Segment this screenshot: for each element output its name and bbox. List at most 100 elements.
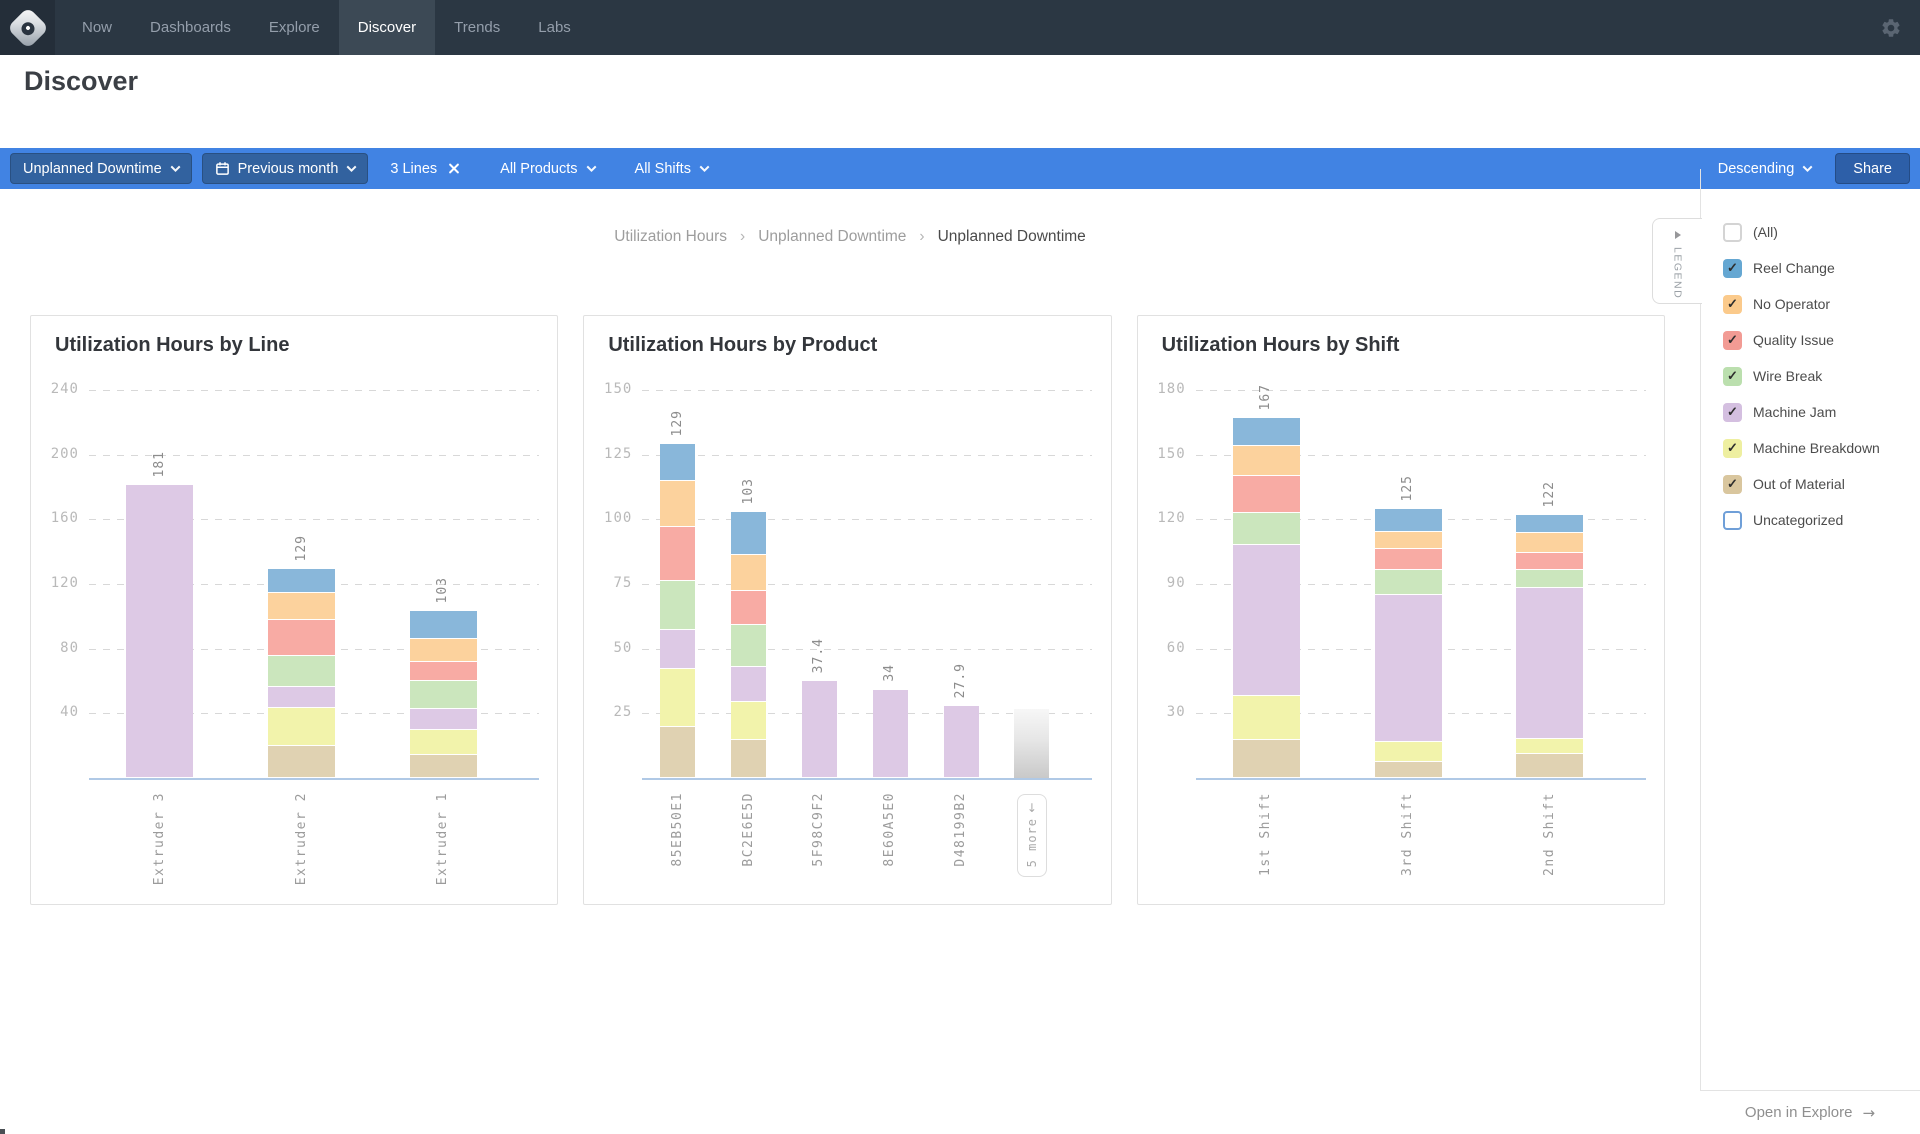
bar-segment-machine-breakdown[interactable] bbox=[1232, 696, 1300, 739]
bar-segment-machine-jam[interactable] bbox=[731, 667, 767, 702]
bar-segment-machine-breakdown[interactable] bbox=[268, 708, 335, 746]
legend-item-wire-break[interactable]: ✓ Wire Break bbox=[1723, 358, 1920, 394]
legend-item-out-of-material[interactable]: ✓ Out of Material bbox=[1723, 466, 1920, 502]
legend-item-machine-breakdown[interactable]: ✓ Machine Breakdown bbox=[1723, 430, 1920, 466]
bar-segment-machine-breakdown[interactable] bbox=[409, 730, 477, 754]
bar-segment-reel-change[interactable] bbox=[731, 511, 767, 555]
bar-segment-machine-breakdown[interactable] bbox=[660, 669, 696, 726]
bar-segment-reel-change[interactable] bbox=[409, 611, 477, 638]
bar-segment-out-of-material[interactable] bbox=[1232, 739, 1300, 777]
bar-segment-reel-change[interactable] bbox=[1374, 508, 1442, 531]
bar-segment-machine-jam[interactable] bbox=[126, 485, 194, 777]
bar-segment-no-operator[interactable] bbox=[731, 555, 767, 590]
date-range-dropdown[interactable]: Previous month bbox=[201, 153, 369, 184]
bar-segment-machine-jam[interactable] bbox=[943, 705, 979, 777]
lines-filter[interactable]: 3 Lines bbox=[390, 161, 460, 177]
page-title: Discover bbox=[24, 66, 139, 96]
show-more-button[interactable]: ↓ 5 more bbox=[1016, 794, 1047, 878]
bar-segment-machine-jam[interactable] bbox=[872, 690, 908, 777]
products-filter-dropdown[interactable]: All Products bbox=[500, 161, 596, 177]
share-button[interactable]: Share bbox=[1835, 153, 1910, 184]
more-products-bar[interactable] bbox=[1014, 709, 1050, 778]
legend-checkbox[interactable] bbox=[1723, 222, 1742, 242]
bar-segment-no-operator[interactable] bbox=[1374, 531, 1442, 548]
legend-checkbox[interactable]: ✓ bbox=[1723, 258, 1742, 278]
legend-checkbox[interactable]: ✓ bbox=[1723, 330, 1742, 350]
legend-checkbox[interactable] bbox=[1723, 510, 1742, 530]
chart-card-3: Utilization Hours by Shift 30 60 90 120 150 18… bbox=[1136, 315, 1665, 905]
bar-segment-no-operator[interactable] bbox=[409, 638, 477, 662]
sort-order-dropdown[interactable]: Descending bbox=[1718, 161, 1813, 177]
bar-segment-machine-jam[interactable] bbox=[268, 686, 335, 708]
bar-segment-machine-jam[interactable] bbox=[1232, 545, 1300, 696]
bar-segment-out-of-material[interactable] bbox=[409, 754, 477, 777]
bar-segment-no-operator[interactable] bbox=[1232, 446, 1300, 476]
bar-segment-quality-issue[interactable] bbox=[409, 662, 477, 680]
metric-dropdown[interactable]: Unplanned Downtime bbox=[10, 153, 192, 184]
bar-segment-out-of-material[interactable] bbox=[1374, 761, 1442, 777]
bar-segment-wire-break[interactable] bbox=[268, 656, 335, 686]
bar-segment-quality-issue[interactable] bbox=[1516, 552, 1584, 569]
y-gridline bbox=[1195, 454, 1646, 456]
breadcrumb-item[interactable]: Utilization Hours bbox=[614, 228, 728, 245]
bar-segment-out-of-material[interactable] bbox=[268, 746, 335, 777]
bar-segment-out-of-material[interactable] bbox=[660, 726, 696, 777]
legend-checkbox[interactable]: ✓ bbox=[1723, 294, 1742, 314]
bar-segment-machine-jam[interactable] bbox=[1374, 594, 1442, 741]
legend-item-uncategorized[interactable]: Uncategorized bbox=[1723, 502, 1920, 538]
bar-segment-machine-jam[interactable] bbox=[409, 709, 477, 730]
y-tick-label: 80 bbox=[60, 639, 79, 656]
bar-segment-no-operator[interactable] bbox=[1516, 533, 1584, 552]
legend-item-machine-jam[interactable]: ✓ Machine Jam bbox=[1723, 394, 1920, 430]
nav-item-now[interactable]: Now bbox=[82, 19, 113, 36]
legend-item-no-operator[interactable]: ✓ No Operator bbox=[1723, 286, 1920, 322]
bar-segment-quality-issue[interactable] bbox=[268, 620, 335, 656]
legend-checkbox[interactable]: ✓ bbox=[1723, 474, 1742, 494]
legend-checkbox[interactable]: ✓ bbox=[1723, 402, 1742, 422]
bar-segment-reel-change[interactable] bbox=[1516, 515, 1584, 533]
nav-item-explore[interactable]: Explore bbox=[268, 19, 320, 36]
x-category-label: 3rd Shift bbox=[1400, 792, 1416, 876]
breadcrumb-item[interactable]: Unplanned Downtime bbox=[758, 228, 907, 245]
app-logo[interactable] bbox=[0, 0, 55, 55]
legend-collapse-tab[interactable]: LEGEND bbox=[1652, 218, 1702, 304]
shifts-filter-dropdown[interactable]: All Shifts bbox=[635, 161, 710, 177]
legend-item-quality-issue[interactable]: ✓ Quality Issue bbox=[1723, 322, 1920, 358]
bar-segment-quality-issue[interactable] bbox=[1232, 476, 1300, 512]
remove-filter-icon[interactable] bbox=[447, 162, 460, 175]
bar-segment-reel-change[interactable] bbox=[660, 444, 696, 481]
nav-item-trends[interactable]: Trends bbox=[454, 19, 501, 36]
legend-item-all[interactable]: (All) bbox=[1723, 214, 1920, 250]
bar-segment-no-operator[interactable] bbox=[660, 481, 696, 526]
bar-segment-wire-break[interactable] bbox=[660, 581, 696, 630]
bar-segment-quality-issue[interactable] bbox=[660, 526, 696, 581]
legend-item-reel-change[interactable]: ✓ Reel Change bbox=[1723, 250, 1920, 286]
bar-segment-machine-breakdown[interactable] bbox=[1516, 738, 1584, 754]
bar-segment-quality-issue[interactable] bbox=[1374, 548, 1442, 570]
open-in-explore-button[interactable]: Open in Explore → bbox=[1744, 1103, 1876, 1122]
nav-item-labs[interactable]: Labs bbox=[538, 19, 571, 36]
settings-button[interactable] bbox=[1880, 0, 1920, 55]
bar-segment-machine-breakdown[interactable] bbox=[1374, 741, 1442, 761]
bar-segment-machine-jam[interactable] bbox=[1516, 587, 1584, 738]
legend-checkbox[interactable]: ✓ bbox=[1723, 366, 1742, 386]
nav-item-dashboards[interactable]: Dashboards bbox=[150, 19, 231, 36]
bar-segment-out-of-material[interactable] bbox=[731, 739, 767, 777]
bar-segment-machine-jam[interactable] bbox=[660, 630, 696, 669]
bar-segment-wire-break[interactable] bbox=[731, 625, 767, 667]
nav-item-discover[interactable]: Discover bbox=[338, 0, 436, 55]
bar-segment-wire-break[interactable] bbox=[1374, 570, 1442, 594]
bar-segment-quality-issue[interactable] bbox=[731, 590, 767, 625]
bar-segment-wire-break[interactable] bbox=[409, 680, 477, 709]
bar-segment-machine-jam[interactable] bbox=[801, 681, 837, 777]
bar-segment-wire-break[interactable] bbox=[1232, 512, 1300, 545]
legend-checkbox[interactable]: ✓ bbox=[1723, 438, 1742, 458]
bar-segment-reel-change[interactable] bbox=[1232, 418, 1300, 446]
top-navbar: Now Dashboards Explore Discover Trends Labs bbox=[0, 0, 1920, 55]
bar-segment-machine-breakdown[interactable] bbox=[731, 702, 767, 739]
bar-segment-wire-break[interactable] bbox=[1516, 569, 1584, 587]
bar-segment-reel-change[interactable] bbox=[268, 569, 335, 592]
bar-segment-no-operator[interactable] bbox=[268, 592, 335, 620]
bar-segment-out-of-material[interactable] bbox=[1516, 754, 1584, 777]
legend-tab-label: LEGEND bbox=[1671, 247, 1684, 300]
